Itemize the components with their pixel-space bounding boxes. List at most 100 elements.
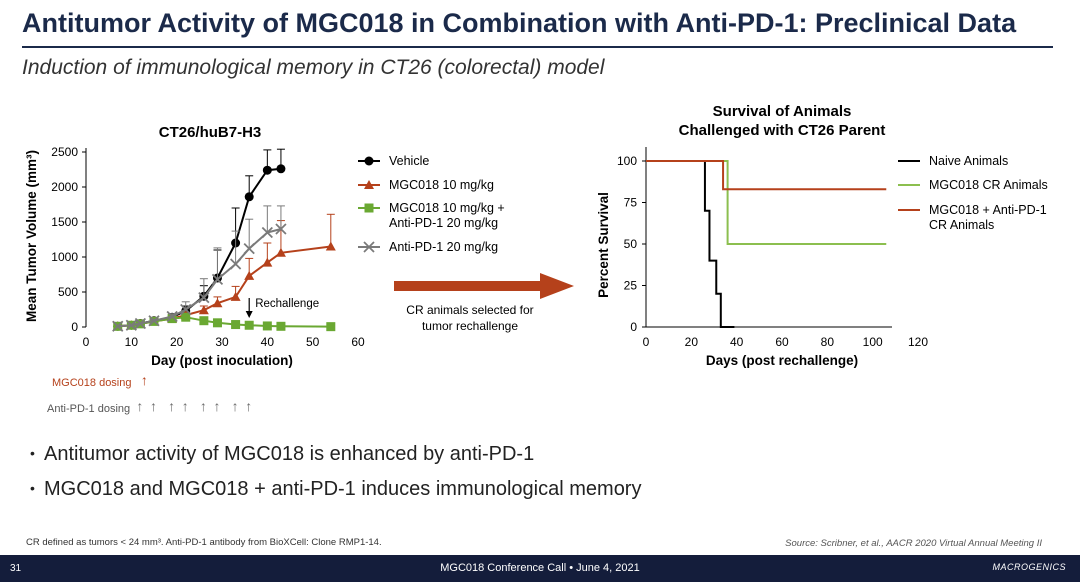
tumor-legend-marker [364,180,374,189]
tumor-data-point [261,226,273,239]
survival-legend-item: Naive Animals [898,154,1008,168]
tumor-legend-marker [364,203,374,213]
antipd1-dosing-label: Anti-PD-1 dosing [47,403,131,415]
dosing-arrow-icon: ↑ [213,398,221,414]
footer-text: MGC018 Conference Call • June 4, 2021 [440,562,640,574]
tumor-data-point [243,242,255,255]
tumor-legend-item: Vehicle [358,154,429,168]
tumor-x-tick-label: 50 [306,335,320,349]
survival-x-tick-label: 80 [821,335,835,349]
tumor-data-point [262,165,272,175]
tumor-legend-item: Anti-PD-1 20 mg/kg [358,240,498,254]
selection-arrow: CR animals selected for tumor rechalleng… [394,273,574,333]
survival-series-1 [646,160,887,245]
survival-legend-label: MGC018 CR Animals [929,178,1048,192]
survival-x-tick-label: 20 [685,335,699,349]
tumor-chart-ylabel: Mean Tumor Volume (mm³) [24,150,39,322]
survival-x-tick-label: 60 [775,335,789,349]
tumor-chart-xlabel: Day (post inoculation) [151,353,293,368]
tumor-data-point [166,310,178,323]
survival-y-tick-label: 25 [624,279,638,293]
dosing-arrow-icon: ↑ [245,398,253,414]
tumor-chart-axes: 0 500 1000 1500 2000 2500 0 10 20 30 40 50 60 [51,145,365,349]
survival-legend-label: MGC018 + Anti-PD-1 [929,203,1047,217]
tumor-legend-label: MGC018 10 mg/kg [389,178,494,192]
tumor-data-point [276,164,286,174]
survival-chart-title-line1: Survival of Animals [713,103,852,120]
figure-canvas: CT26/huB7-H3 Mean Tumor Volume (mm³) Day… [24,103,1048,368]
tumor-x-tick-label: 30 [215,335,229,349]
tumor-legend-marker [364,156,374,166]
survival-legend-item: MGC018 + Anti-PD-1CR Animals [898,203,1047,232]
rechallenge-arrowhead [245,311,253,318]
dosing-arrow-icon: ↑ [199,398,207,414]
selection-arrow-shape [394,273,574,299]
company-logo: MACROGENICS [992,562,1066,572]
tumor-data-point [125,319,137,331]
tumor-data-point [325,241,336,251]
tumor-chart-title: CT26/huB7-H3 [159,124,262,141]
tumor-x-tick-label: 40 [261,335,275,349]
footer-bar: 31 MGC018 Conference Call • June 4, 2021… [0,555,1080,582]
tumor-data-point [181,312,191,322]
mgc018-dosing-label: MGC018 dosing [52,377,132,389]
tumor-legend-label: Anti-PD-1 20 mg/kg [389,240,498,254]
arrow-caption-line2: tumor rechallenge [422,319,518,333]
tumor-legend-item: MGC018 10 mg/kg +Anti-PD-1 20 mg/kg [358,201,505,230]
dosing-arrow-icon: ↑ [140,372,148,388]
survival-chart-axes: 0 25 50 75 100 0 20 40 60 80 100 120 [617,147,928,349]
survival-legend-item: MGC018 CR Animals [898,178,1048,192]
tumor-data-point [230,291,241,301]
tumor-x-tick-label: 20 [170,335,184,349]
tumor-data-point [212,298,223,308]
slide-subtitle: Induction of immunological memory in CT2… [22,56,605,79]
tumor-series-1 [112,213,336,331]
tumor-data-point [276,321,286,331]
dosing-arrow-icon: ↑ [168,398,176,414]
dosing-arrow-icon: ↑ [150,398,157,414]
survival-legend-label: Naive Animals [929,154,1008,168]
tumor-data-point [275,223,287,235]
bullet-item: • MGC018 and MGC018 + anti-PD-1 induces i… [30,478,642,500]
tumor-data-point [198,291,210,304]
rechallenge-label: Rechallenge [255,298,319,310]
tumor-data-point [326,322,336,332]
survival-chart: Survival of Animals Challenged with CT26… [596,103,1048,368]
tumor-y-tick-label: 0 [71,320,78,334]
tumor-data-point [244,320,254,330]
survival-y-tick-label: 100 [617,154,637,168]
tumor-y-tick-label: 500 [58,285,78,299]
tumor-series-3 [112,205,287,332]
tumor-chart-legend: Vehicle MGC018 10 mg/kg MGC018 10 mg/kg +A… [358,154,505,254]
tumor-data-point [231,320,241,330]
footnote: CR defined as tumors < 24 mm³. Anti-PD-1… [26,537,382,548]
survival-y-tick-label: 75 [624,196,638,210]
tumor-y-tick-label: 2000 [51,180,78,194]
survival-series-2 [646,160,887,191]
survival-chart-series [646,160,887,328]
tumor-legend-item: MGC018 10 mg/kg [358,178,494,192]
tumor-data-point [229,258,242,270]
tumor-data-point [244,192,254,202]
dosing-arrow-icon: ↑ [181,398,189,414]
tumor-data-point [134,317,147,330]
tumor-legend-label: Vehicle [389,154,429,168]
tumor-series-line [117,245,331,328]
survival-x-tick-label: 40 [730,335,744,349]
title-divider [22,46,1053,48]
survival-chart-title-line2: Challenged with CT26 Parent [679,122,886,139]
survival-chart-legend: Naive Animals MGC018 CR Animals MGC018 + A… [898,154,1048,232]
bullet-item: • Antitumor activity of MGC018 is enhance… [30,443,535,465]
tumor-data-point [180,303,192,316]
tumor-x-tick-label: 0 [83,335,90,349]
tumor-data-point [167,314,177,324]
bullet-list: • Antitumor activity of MGC018 is enhance… [30,443,641,513]
survival-x-tick-label: 0 [643,335,650,349]
survival-chart-ylabel: Percent Survival [596,192,611,298]
tumor-chart-series [112,148,336,332]
slide-title: Antitumor Activity of MGC018 in Combinat… [22,8,1017,38]
tumor-legend-marker [363,241,375,253]
tumor-data-point [211,273,224,286]
tumor-data-point [148,315,160,327]
tumor-y-tick-label: 2500 [51,145,78,159]
